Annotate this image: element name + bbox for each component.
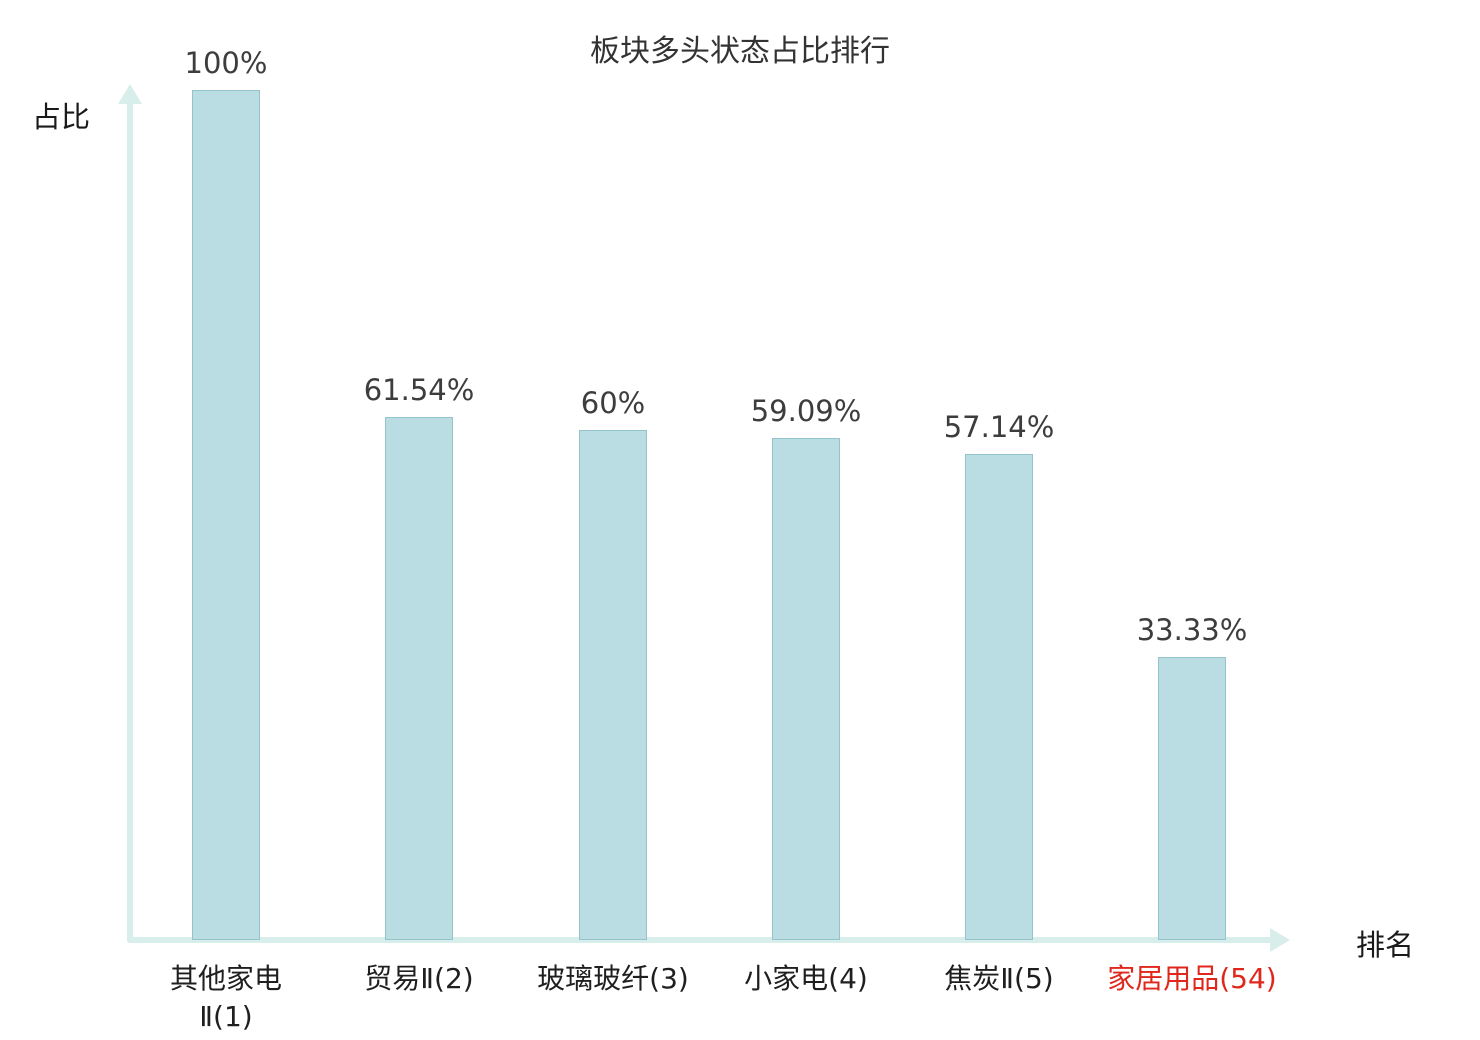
bar bbox=[772, 438, 840, 940]
bar-value-label: 60% bbox=[580, 386, 646, 420]
category-label-line: 其他家电 bbox=[169, 962, 282, 995]
bar bbox=[385, 417, 453, 940]
chart-title: 板块多头状态占比排行 bbox=[590, 34, 890, 69]
x-axis-arrow-icon bbox=[1270, 928, 1290, 952]
bar bbox=[965, 454, 1033, 940]
x-axis-line bbox=[127, 937, 1273, 943]
category-label-line: 贸易Ⅱ(2) bbox=[364, 962, 474, 995]
bar-value-label: 59.09% bbox=[750, 394, 862, 428]
category-label: 其他家电 Ⅱ(1) bbox=[96, 960, 356, 1036]
category-label: 贸易Ⅱ(2) bbox=[289, 960, 549, 998]
x-axis-label: 排名 bbox=[1356, 928, 1415, 962]
category-label: 焦炭Ⅱ(5) bbox=[869, 960, 1129, 998]
category-label: 小家电(4) bbox=[676, 960, 936, 998]
category-label-line: 小家电(4) bbox=[744, 962, 868, 995]
bar bbox=[1158, 657, 1226, 940]
y-axis-label: 占比 bbox=[32, 100, 91, 134]
y-axis-arrow-icon bbox=[118, 84, 142, 104]
category-label-line: 玻璃玻纤(3) bbox=[537, 962, 689, 995]
category-label: 玻璃玻纤(3) bbox=[483, 960, 743, 998]
category-label-line: 焦炭Ⅱ(5) bbox=[944, 962, 1054, 995]
bar bbox=[579, 430, 647, 940]
category-label-line: Ⅱ(1) bbox=[199, 999, 253, 1033]
bar-value-label: 100% bbox=[184, 46, 268, 80]
category-label-line: 家居用品(54) bbox=[1107, 962, 1277, 995]
bar-value-label: 61.54% bbox=[363, 373, 475, 407]
bar-value-label: 33.33% bbox=[1136, 613, 1248, 647]
bar-value-label: 57.14% bbox=[943, 410, 1055, 444]
category-label: 家居用品(54) bbox=[1062, 960, 1322, 998]
y-axis-line bbox=[127, 102, 133, 943]
bar bbox=[192, 90, 260, 940]
